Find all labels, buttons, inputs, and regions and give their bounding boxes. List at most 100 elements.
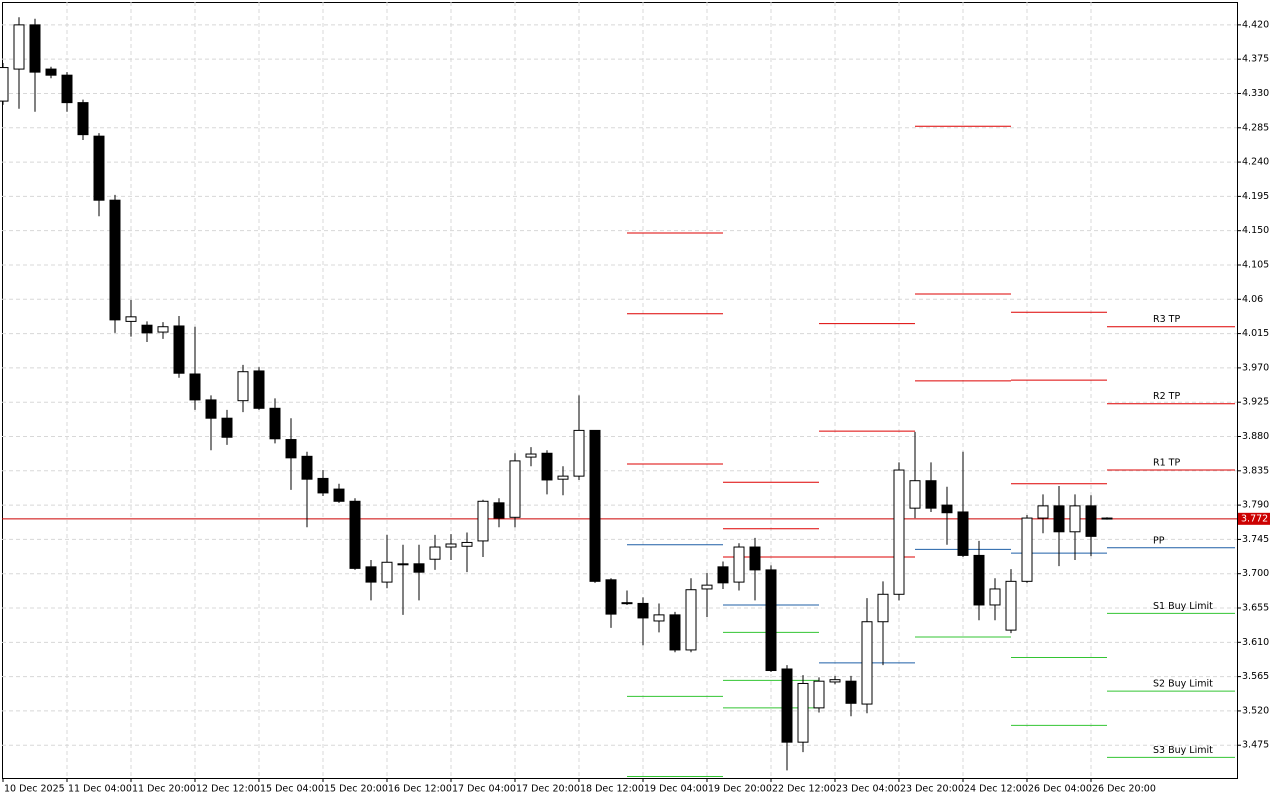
candle-body xyxy=(157,326,169,333)
x-tick-label: 18 Dec 12:00 xyxy=(580,784,644,795)
x-tick-label: 23 Dec 04:00 xyxy=(836,784,900,795)
candle-body xyxy=(413,563,425,573)
candle-body xyxy=(557,475,569,480)
candle-body xyxy=(125,316,137,322)
y-tick-label: 4.015 xyxy=(1242,328,1269,339)
x-tick-label: 26 Dec 20:00 xyxy=(1092,784,1156,795)
candle-body xyxy=(861,621,873,705)
y-tick-label: 3.700 xyxy=(1242,568,1269,579)
candle-body xyxy=(957,511,969,556)
plot-frame xyxy=(2,2,1238,779)
x-tick-label: 11 Dec 04:00 xyxy=(68,784,132,795)
x-tick-label: 19 Dec 20:00 xyxy=(708,784,772,795)
candle-body xyxy=(989,588,1001,606)
pivot-label: R1 TP xyxy=(1153,458,1180,469)
y-tick-label: 4.375 xyxy=(1242,54,1269,65)
pivot-label: S2 Buy Limit xyxy=(1153,679,1213,690)
candle-body xyxy=(1085,505,1097,537)
candle-body xyxy=(749,546,761,571)
y-tick-label: 3.475 xyxy=(1242,740,1269,751)
x-tick-label: 16 Dec 12:00 xyxy=(388,784,452,795)
candle-body xyxy=(109,199,121,321)
candle-body xyxy=(189,373,201,401)
y-tick-label: 3.970 xyxy=(1242,362,1269,373)
price-tag-label: 3.772 xyxy=(1241,513,1268,524)
candle-body xyxy=(685,589,697,651)
candle-body xyxy=(61,74,73,104)
candle-body xyxy=(237,371,249,402)
candle-body xyxy=(829,679,841,683)
x-tick-label: 26 Dec 04:00 xyxy=(1028,784,1092,795)
candle-body xyxy=(253,370,265,409)
candle-body xyxy=(589,429,601,582)
candle-body xyxy=(781,668,793,743)
y-tick-label: 3.925 xyxy=(1242,397,1269,408)
candle-body xyxy=(29,24,41,73)
x-tick-label: 11 Dec 20:00 xyxy=(132,784,196,795)
candle-body xyxy=(525,453,537,458)
candle-body xyxy=(461,541,473,547)
pivot-label: S1 Buy Limit xyxy=(1153,601,1213,612)
pivot-label: R3 TP xyxy=(1153,314,1180,325)
candle-body xyxy=(45,68,57,76)
candle-body xyxy=(77,102,89,136)
candle-body xyxy=(573,429,585,477)
x-tick-label: 12 Dec 12:00 xyxy=(196,784,260,795)
candle-body xyxy=(333,488,345,502)
candle-body xyxy=(1053,505,1065,533)
y-tick-label: 4.195 xyxy=(1242,191,1269,202)
candle-body xyxy=(733,546,745,583)
candle-body xyxy=(221,417,233,438)
candle-body xyxy=(941,504,953,514)
x-tick-label: 24 Dec 12:00 xyxy=(964,784,1028,795)
candle-body xyxy=(1069,505,1081,533)
pivot-label: S3 Buy Limit xyxy=(1153,745,1213,756)
candle-body xyxy=(93,135,105,201)
y-tick-label: 4.240 xyxy=(1242,157,1269,168)
y-tick-label: 4.150 xyxy=(1242,225,1269,236)
candle-body xyxy=(509,460,521,518)
pivot-label: R2 TP xyxy=(1153,391,1180,402)
candle-body xyxy=(13,24,25,70)
candle-body xyxy=(493,502,505,519)
candle-body xyxy=(541,452,553,481)
y-tick-label: 3.880 xyxy=(1242,431,1269,442)
candle-body xyxy=(301,455,313,480)
y-tick-label: 3.565 xyxy=(1242,671,1269,682)
candle-body xyxy=(909,480,921,509)
candle-body xyxy=(1005,580,1017,631)
candle-body xyxy=(397,563,409,566)
candle-body xyxy=(845,680,857,704)
candle-body xyxy=(765,569,777,672)
candle-body xyxy=(717,566,729,584)
x-tick-label: 15 Dec 04:00 xyxy=(260,784,324,795)
x-tick-label: 17 Dec 20:00 xyxy=(516,784,580,795)
pivot-label: PP xyxy=(1153,535,1165,546)
y-tick-label: 3.610 xyxy=(1242,637,1269,648)
candle-body xyxy=(365,566,377,583)
y-tick-label: 4.330 xyxy=(1242,88,1269,99)
candle-body xyxy=(1101,517,1113,520)
candle-body xyxy=(973,554,985,606)
y-tick-label: 3.835 xyxy=(1242,465,1269,476)
candle-body xyxy=(669,614,681,651)
candle-body xyxy=(605,579,617,615)
candle-body xyxy=(797,682,809,743)
candle-body xyxy=(349,500,361,569)
x-tick-label: 22 Dec 12:00 xyxy=(772,784,836,795)
x-tick-label: 15 Dec 20:00 xyxy=(324,784,388,795)
candle-body xyxy=(621,602,633,605)
candle-body xyxy=(477,500,489,542)
candle-body xyxy=(653,614,665,622)
candle-body xyxy=(317,477,329,494)
x-tick-label: 10 Dec 2025 xyxy=(4,784,65,795)
candle-body xyxy=(445,543,457,548)
y-tick-label: 3.655 xyxy=(1242,603,1269,614)
candle-body xyxy=(205,399,217,419)
x-tick-label: 23 Dec 20:00 xyxy=(900,784,964,795)
candle-body xyxy=(701,584,713,590)
candle-body xyxy=(637,602,649,619)
candle-body xyxy=(925,480,937,509)
y-tick-label: 3.745 xyxy=(1242,534,1269,545)
